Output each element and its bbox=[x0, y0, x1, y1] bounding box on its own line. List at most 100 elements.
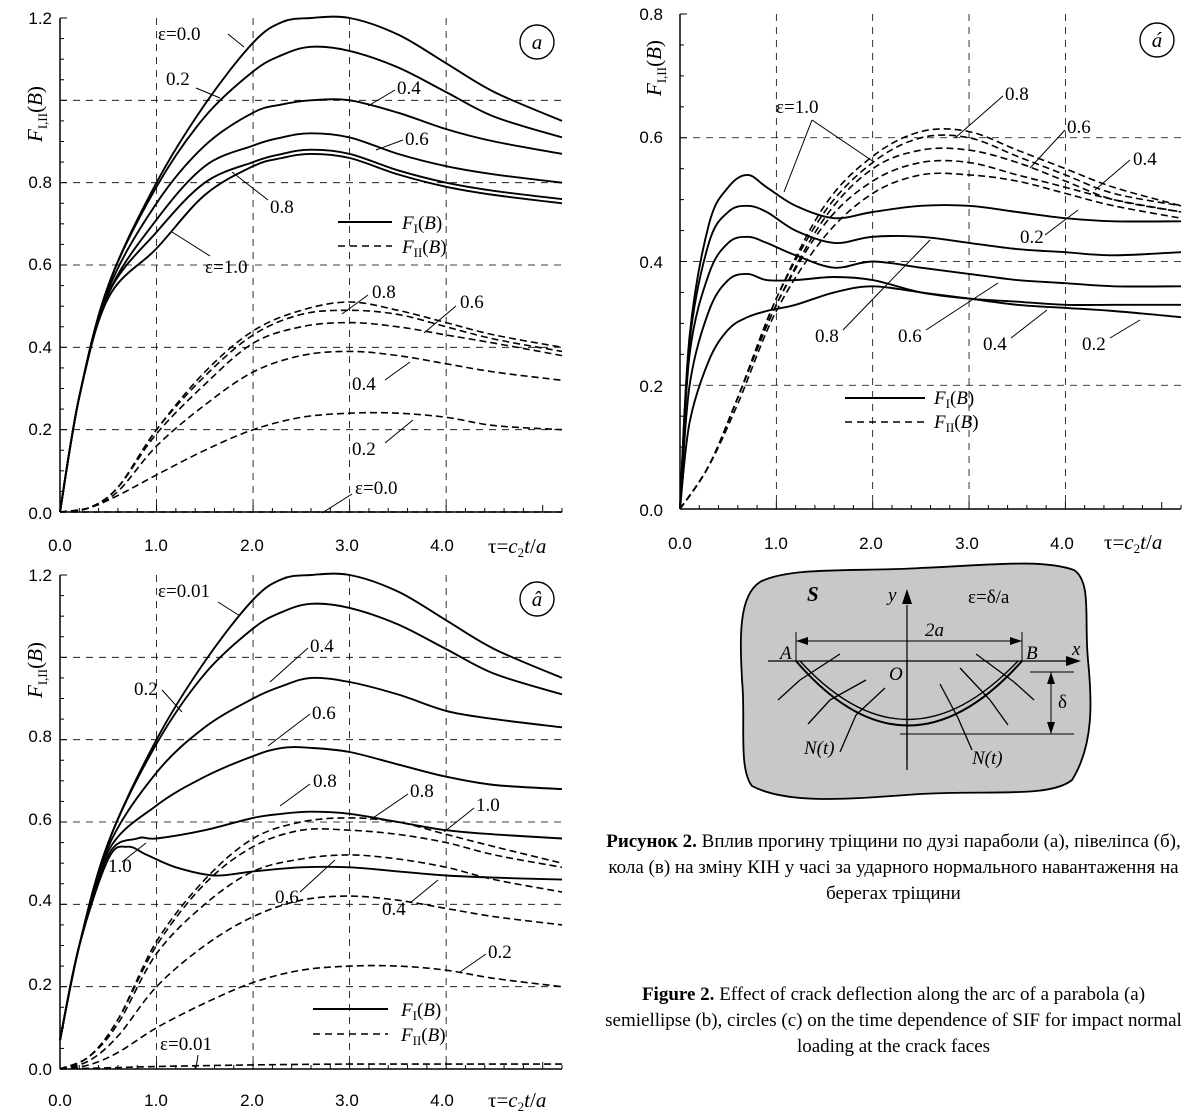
tick-x-1: 1.0 bbox=[764, 534, 788, 553]
annotation: 0.6 bbox=[275, 887, 299, 908]
delta-arrow-bottom-icon bbox=[1047, 722, 1055, 734]
x-axis-label: τ=c2t/a bbox=[488, 534, 546, 560]
series-line-F_II-10 bbox=[59, 411, 563, 513]
annotation: ε=0.0 bbox=[158, 24, 200, 45]
y-axis-label: FI,II(B) bbox=[23, 642, 50, 699]
series-line-F_II-8 bbox=[59, 854, 563, 1070]
tick-y-02: 0.2 bbox=[639, 377, 663, 396]
label-load-right: N(t) bbox=[971, 748, 1003, 769]
tick-y-06: 0.6 bbox=[28, 810, 52, 829]
span-arrow-left-icon bbox=[796, 637, 808, 645]
tick-y-08: 0.8 bbox=[639, 5, 663, 24]
annotation: ε=1.0 bbox=[776, 97, 818, 118]
annotation: 0.8 bbox=[1005, 84, 1029, 105]
series-line-F_II-6 bbox=[679, 134, 1182, 510]
tick-x-0: 0.0 bbox=[668, 534, 692, 553]
annotation: ε=0.01 bbox=[158, 581, 210, 602]
annotation: 0.4 bbox=[1133, 149, 1157, 170]
annotation: 0.4 bbox=[352, 374, 376, 395]
series-line-F_I-5 bbox=[59, 845, 563, 1041]
series-line-F_II-9 bbox=[679, 172, 1182, 510]
tick-y-08: 0.8 bbox=[28, 727, 52, 746]
annotation: 1.0 bbox=[108, 856, 132, 877]
annotation: 0.8 bbox=[410, 781, 434, 802]
annotation: ε=1.0 bbox=[205, 257, 247, 278]
load-arrows bbox=[777, 653, 1035, 770]
series-line-F_I-4 bbox=[59, 148, 563, 513]
series-line-F_II-10 bbox=[59, 964, 563, 1070]
panel-badge-c bbox=[519, 581, 555, 617]
series-line-F_I-2 bbox=[679, 235, 1182, 510]
series-line-F_I-5 bbox=[59, 152, 563, 513]
tick-x-4: 4.0 bbox=[1050, 534, 1074, 553]
annotation: 0.2 bbox=[134, 679, 158, 700]
caption-en-bold: Figure 2. bbox=[641, 984, 715, 1005]
series-line-F_II-6 bbox=[59, 301, 563, 513]
legend-label: FI(B) bbox=[933, 388, 974, 411]
annotation: 0.8 bbox=[372, 282, 396, 303]
series-line-F_II-7 bbox=[59, 309, 563, 513]
annotation: 0.8 bbox=[270, 197, 294, 218]
series-line-F_I-0 bbox=[679, 173, 1182, 510]
annotation: 0.6 bbox=[460, 292, 484, 313]
legend-label: FII(B) bbox=[400, 1025, 446, 1048]
y-axis-label: FI,II(B) bbox=[23, 86, 50, 143]
annotation: 0.2 bbox=[166, 69, 190, 90]
annotation: ε=0.0 bbox=[355, 478, 397, 499]
series-line-F_II-9 bbox=[59, 350, 563, 513]
tick-x-1: 1.0 bbox=[144, 1091, 168, 1110]
series-line-F_II-8 bbox=[59, 321, 563, 513]
tick-y-06: 0.6 bbox=[639, 128, 663, 147]
annotation: 0.8 bbox=[313, 771, 337, 792]
label-o: O bbox=[889, 664, 903, 685]
series-line-F_I-4 bbox=[59, 810, 563, 1041]
series-line-F_I-2 bbox=[59, 98, 563, 513]
label-eps-def: ε=δ/a bbox=[968, 587, 1010, 608]
caption-ua-text: Вплив прогину тріщини по дузі параболи (… bbox=[608, 831, 1181, 904]
label-delta: δ bbox=[1058, 692, 1067, 713]
legend-label: FI(B) bbox=[401, 213, 442, 236]
label-x: x bbox=[1071, 639, 1081, 660]
tick-y-06: 0.6 bbox=[28, 255, 52, 274]
crack-outer bbox=[795, 660, 1023, 727]
tick-y-0: 0.0 bbox=[28, 1060, 52, 1079]
annotation: 0.4 bbox=[397, 78, 421, 99]
annotation: 0.4 bbox=[382, 899, 406, 920]
series-line-F_I-1 bbox=[59, 45, 563, 513]
legend-label: FI(B) bbox=[400, 1000, 441, 1023]
tick-y-08: 0.8 bbox=[28, 173, 52, 192]
label-b: B bbox=[1026, 643, 1038, 664]
crack-diagram: S ε=δ/a y x 2a A B O δ N( bbox=[739, 562, 1092, 800]
series-line-F_I-1 bbox=[679, 204, 1182, 510]
chart-panel-b: 0.0 0.2 0.4 0.6 0.8 0.0 1.0 2.0 3.0 4.0 … bbox=[639, 5, 1182, 556]
series-line-F_II-9 bbox=[59, 895, 563, 1070]
annotation: ε=0.01 bbox=[160, 1034, 212, 1055]
annotation: 0.2 bbox=[1020, 227, 1044, 248]
series-line-F_II-6 bbox=[59, 817, 563, 1070]
x-axis-arrow-icon bbox=[1066, 656, 1081, 666]
series-line-F_II-8 bbox=[679, 159, 1182, 510]
series-line-F_II-11 bbox=[59, 1063, 562, 1070]
label-a: A bbox=[778, 643, 792, 664]
series-line-F_II-7 bbox=[59, 828, 563, 1070]
panel-label-b: á bbox=[1152, 28, 1163, 52]
annotation: 0.6 bbox=[312, 703, 336, 724]
tick-y-04: 0.4 bbox=[639, 253, 663, 272]
annotation: 0.8 bbox=[815, 326, 839, 347]
x-axis-label: τ=c2t/a bbox=[1104, 530, 1162, 556]
annotation: 0.6 bbox=[405, 129, 429, 150]
annotation: 0.2 bbox=[488, 942, 512, 963]
tick-y-0: 0.0 bbox=[639, 501, 663, 520]
tick-y-12: 1.2 bbox=[28, 566, 52, 585]
panel-label-c: â bbox=[532, 587, 543, 611]
series-line-F_II-5 bbox=[679, 128, 1182, 510]
tick-y-12: 1.2 bbox=[28, 9, 52, 28]
tick-x-0: 0.0 bbox=[48, 536, 72, 555]
caption-ua-bold: Рисунок 2. bbox=[606, 831, 697, 852]
series-line-F_I-3 bbox=[679, 272, 1181, 510]
tick-x-3: 3.0 bbox=[955, 534, 979, 553]
label-load-left: N(t) bbox=[803, 738, 835, 759]
legend-label: FII(B) bbox=[401, 237, 447, 260]
